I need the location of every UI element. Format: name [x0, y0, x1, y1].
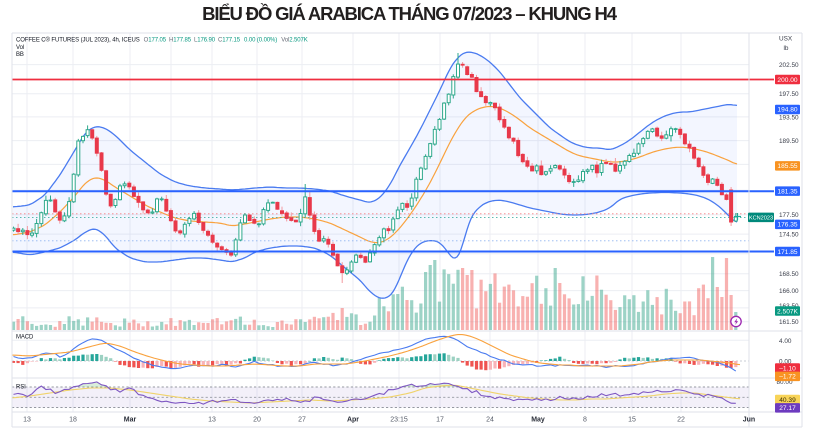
svg-text:USX: USX — [779, 36, 793, 43]
svg-text:KCN2023: KCN2023 — [749, 216, 773, 222]
svg-text:171.85: 171.85 — [777, 249, 798, 256]
svg-text:8: 8 — [583, 417, 587, 424]
svg-text:18: 18 — [69, 417, 77, 424]
svg-text:COFFEE C® FUTURES (JUL 2023),: COFFEE C® FUTURES (JUL 2023), 4h, ICEUS O… — [16, 37, 308, 44]
svg-text:174.50: 174.50 — [779, 232, 799, 239]
svg-text:15: 15 — [628, 417, 636, 424]
svg-text:23:15: 23:15 — [390, 417, 408, 424]
svg-text:176.35: 176.35 — [777, 222, 798, 229]
svg-text:40.39: 40.39 — [779, 397, 796, 404]
svg-text:194.80: 194.80 — [777, 107, 798, 114]
svg-text:2.507K: 2.507K — [777, 308, 799, 315]
svg-text:27.17: 27.17 — [779, 405, 796, 412]
svg-text:27: 27 — [298, 417, 306, 424]
svg-text:RSI: RSI — [16, 385, 26, 391]
svg-text:13: 13 — [208, 417, 216, 424]
svg-text:lb: lb — [784, 45, 789, 52]
svg-text:4.00: 4.00 — [779, 338, 792, 345]
svg-text:80.00: 80.00 — [777, 379, 793, 386]
svg-text:Mar: Mar — [124, 417, 137, 424]
svg-text:161.50: 161.50 — [779, 319, 799, 326]
svg-text:177.50: 177.50 — [779, 212, 799, 219]
svg-text:Apr: Apr — [347, 417, 359, 424]
svg-text:0.00: 0.00 — [779, 358, 792, 365]
svg-text:–1.72: –1.72 — [779, 374, 796, 381]
svg-text:202.50: 202.50 — [779, 62, 799, 69]
svg-text:185.55: 185.55 — [777, 163, 798, 170]
svg-text:197.50: 197.50 — [779, 91, 799, 98]
svg-text:193.50: 193.50 — [779, 114, 799, 121]
svg-text:200.00: 200.00 — [777, 77, 798, 84]
svg-text:168.50: 168.50 — [779, 271, 799, 278]
svg-text:–1.10: –1.10 — [779, 365, 796, 372]
svg-text:189.50: 189.50 — [779, 138, 799, 145]
svg-text:24: 24 — [486, 417, 494, 424]
svg-text:MACD: MACD — [16, 335, 34, 341]
svg-text:Vol: Vol — [16, 45, 24, 51]
svg-text:Jun: Jun — [743, 417, 755, 424]
svg-text:181.35: 181.35 — [777, 189, 798, 196]
svg-text:166.00: 166.00 — [779, 288, 799, 295]
svg-text:20: 20 — [253, 417, 261, 424]
svg-text:22: 22 — [677, 417, 685, 424]
svg-text:May: May — [531, 417, 545, 424]
svg-text:BB: BB — [16, 52, 24, 58]
svg-text:17: 17 — [436, 417, 444, 424]
svg-text:13: 13 — [23, 417, 31, 424]
